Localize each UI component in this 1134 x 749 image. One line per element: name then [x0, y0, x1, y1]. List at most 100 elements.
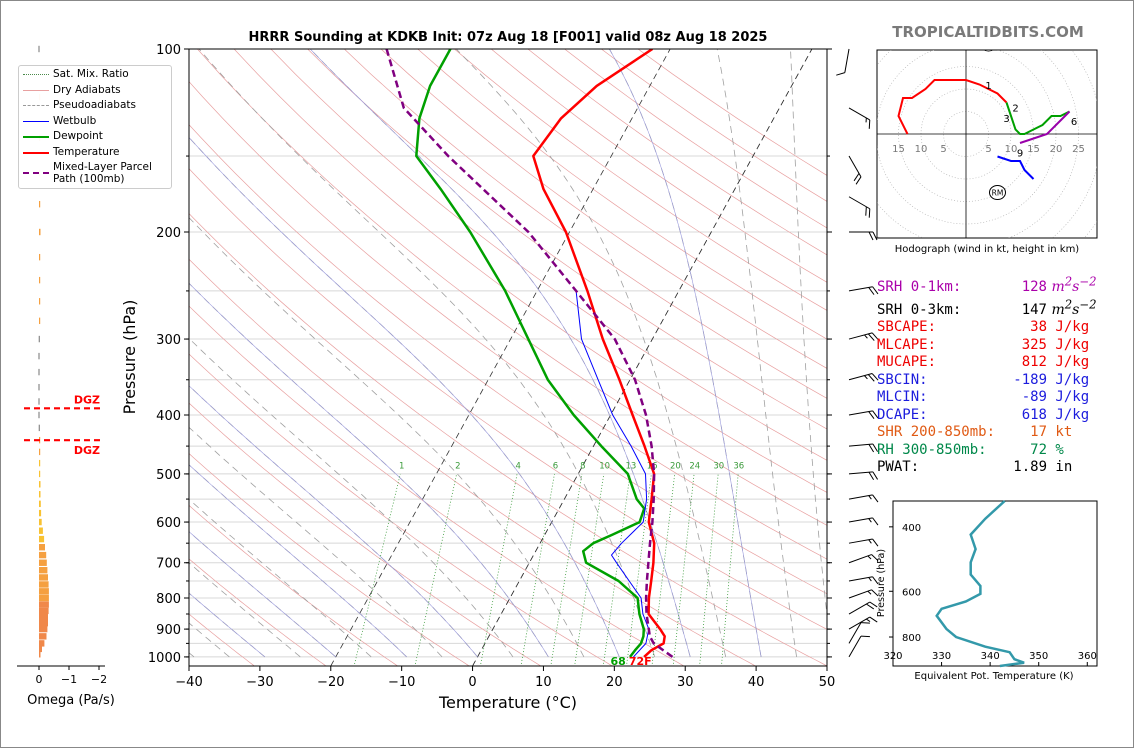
hodograph-segment: [1005, 102, 1070, 135]
thetae-x-tick-label: 360: [1078, 651, 1097, 662]
thetae-x-tick-label: 320: [883, 651, 902, 662]
omega-bar: [39, 588, 49, 595]
dry-adiabat: [189, 168, 827, 630]
mixing-ratio-line: [353, 473, 401, 666]
omega-bar: [39, 581, 49, 588]
omega-bar: [39, 228, 41, 236]
wind-barb-full: [853, 173, 860, 182]
x-tick-label: 30: [677, 675, 694, 690]
omega-bar: [39, 551, 47, 559]
stat-value: 147: [1021, 301, 1047, 318]
wind-barb-full: [872, 410, 879, 419]
dry-adiabat: [189, 258, 757, 666]
omega-bar: [39, 509, 42, 517]
wind-barb: [848, 517, 879, 526]
wind-barb-full: [872, 538, 879, 547]
wind-barb: [848, 286, 879, 295]
mixing-ratio-label: 2: [455, 462, 460, 472]
mixing-ratio-label: 6: [553, 462, 558, 472]
hodograph-ring-label: 25: [1072, 144, 1085, 155]
stat-unit: m2s−2: [1047, 274, 1097, 295]
stat-value: 325: [1021, 336, 1047, 353]
thetae-frame: [892, 500, 1098, 667]
stat-unit: J/kg: [1047, 319, 1090, 336]
hodograph-area: 15 10 5 5 10 15 20 25 1 23 6 9 LM RM: [877, 40, 1097, 238]
storm-motion-label: RM: [992, 189, 1004, 198]
stat-label: RH 300-850mb:: [877, 441, 987, 458]
wind-barb-half: [867, 555, 872, 560]
series-temperature: [532, 49, 666, 658]
wind-barb-full: [869, 601, 878, 608]
thetae-y-tick-label: 800: [902, 633, 921, 644]
hodograph-height-label: 9: [1017, 149, 1023, 160]
stat-value: 1.89: [1013, 459, 1047, 476]
pseudoadiabat: [198, 49, 656, 658]
x-tick-label: −20: [317, 675, 344, 690]
x-tick-label: −40: [175, 675, 202, 690]
wind-barb-full: [868, 444, 875, 453]
x-tick-label: 10: [535, 675, 552, 690]
skewt-plot-area: 1 2 4 6 8 10 13 16 20 24 30 36: [189, 49, 827, 666]
mixing-ratio-label: 8: [580, 462, 585, 472]
dry-adiabat: [454, 49, 827, 311]
pseudoadiabat: [189, 217, 585, 658]
stat-unit: J/kg: [1047, 389, 1090, 406]
moist-reference: [189, 137, 620, 658]
x-tick-label: 20: [606, 675, 623, 690]
brand-label[interactable]: TROPICALTIDBITS.COM: [892, 23, 1084, 41]
hodograph-ring-label: 15: [892, 144, 905, 155]
stats-panel: SRH 0-1km: 128 m2s−2 SRH 0-3km: 147 m2s−2 SB…: [877, 273, 1097, 477]
wind-barb-full: [871, 373, 879, 381]
thetae-x-tick-label: 330: [932, 651, 951, 662]
stat-value: -189: [1013, 371, 1047, 388]
hodograph-frame: [876, 49, 1098, 239]
omega-bar: [39, 253, 41, 261]
wind-barb: [848, 576, 879, 585]
mixing-ratio-label: 13: [626, 462, 637, 472]
x-tick-label: 0: [468, 675, 476, 690]
stat-label: SRH 0-1km:: [877, 278, 962, 295]
wind-barb-full: [872, 443, 879, 452]
stat-row: MLCIN: -89 J/kg: [877, 389, 1097, 407]
dry-adiabat: [189, 81, 827, 560]
omega-bar: [39, 625, 48, 633]
stat-label: MUCAPE:: [877, 354, 937, 371]
omega-bar: [39, 459, 41, 467]
wind-barb-shaft: [848, 622, 862, 644]
wind-barb-half: [864, 375, 868, 380]
omega-x-label: Omega (Pa/s): [27, 693, 115, 708]
dry-adiabat: [189, 124, 827, 595]
dry-adiabat: [189, 353, 613, 666]
wind-barb-full: [872, 494, 879, 503]
stat-unit: %: [1047, 441, 1064, 458]
stat-label: PWAT:: [877, 459, 920, 476]
legend-swatch-wetbulb: [23, 121, 49, 122]
stat-value: 812: [1021, 354, 1047, 371]
omega-x-tick-label: −1: [61, 673, 77, 686]
skewt-frame: [188, 48, 828, 667]
legend-item-pseudoadiabats: Pseudoadiabats: [53, 99, 136, 111]
omega-bar: [38, 352, 40, 360]
stat-value: 17: [1030, 424, 1047, 441]
thetae-y-label: Pressure (hPa): [876, 549, 887, 617]
storm-motion-label: LM: [983, 40, 994, 49]
omega-bar: [38, 383, 40, 391]
x-tick-label: 40: [748, 675, 765, 690]
dgz-label: DGZ: [74, 393, 100, 406]
wind-barb-full: [868, 231, 874, 241]
stat-row: DCAPE: 618 J/kg: [877, 407, 1097, 425]
pseudoadiabat: [609, 49, 762, 657]
wind-barb-full: [872, 471, 879, 480]
omega-bar: [39, 298, 41, 305]
legend-swatch-mixing-ratio: [23, 74, 49, 75]
wind-barb: [848, 332, 879, 341]
storm-motion-marker: [989, 185, 1006, 200]
thetae-x-tick-label: 350: [1029, 651, 1048, 662]
mixing-ratio-line: [414, 473, 458, 666]
stat-row: SHR 200-850mb: 17 kt: [877, 424, 1097, 442]
omega-bar: [39, 601, 49, 608]
wind-barb: [848, 196, 871, 218]
wind-barb-shaft: [848, 554, 872, 564]
wind-barb: [848, 622, 870, 644]
